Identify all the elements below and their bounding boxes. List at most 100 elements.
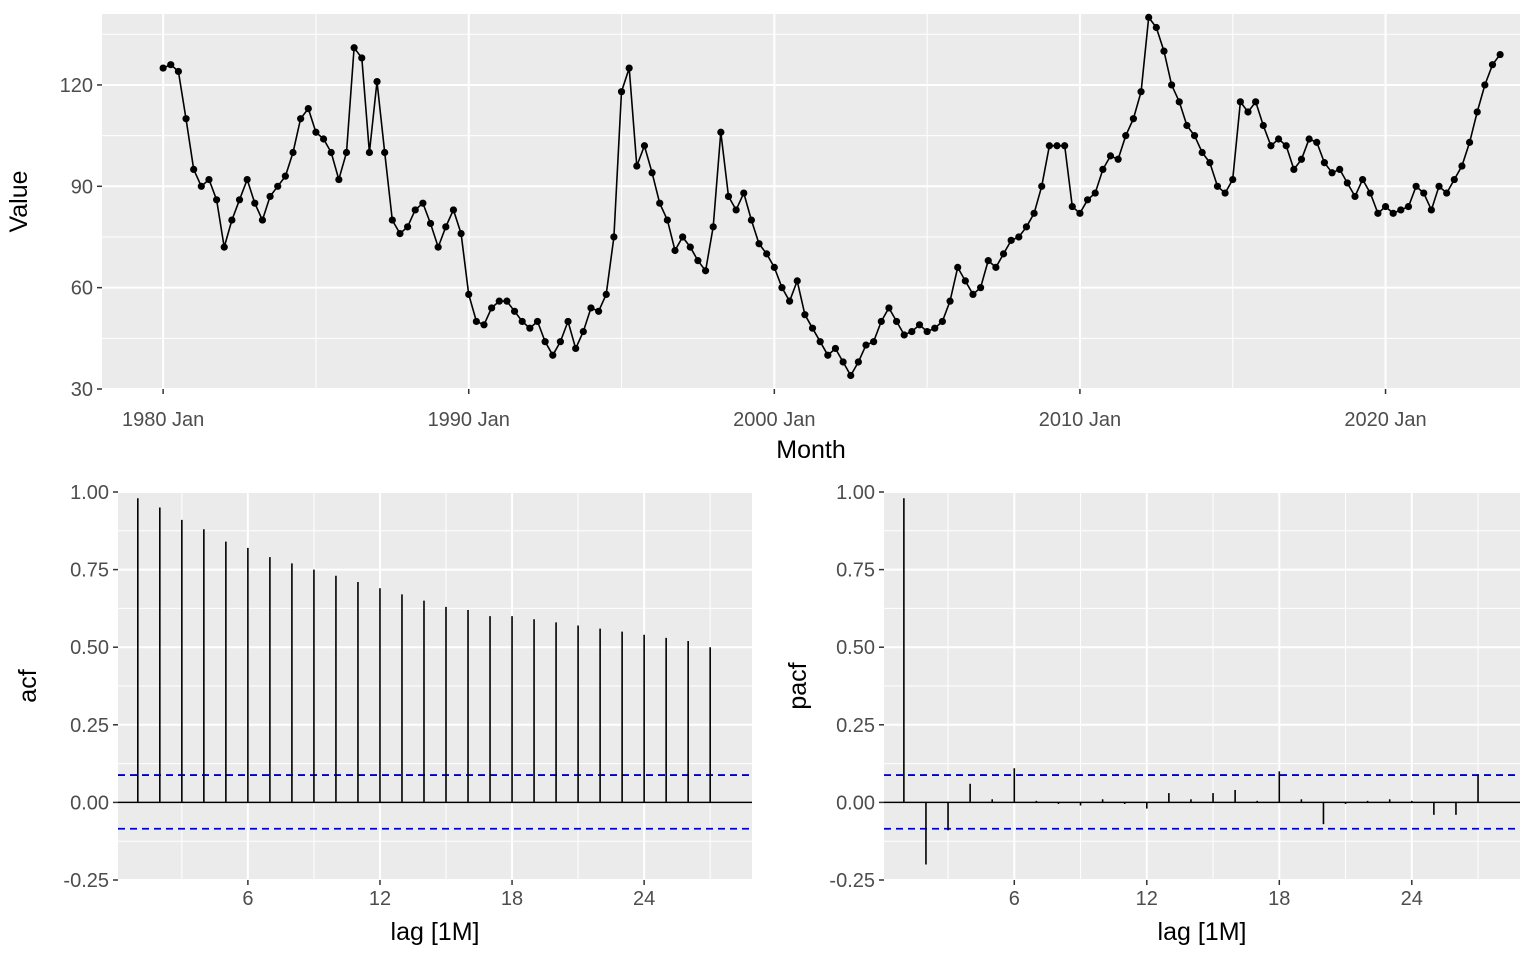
data-point bbox=[365, 148, 374, 157]
data-point bbox=[793, 277, 801, 285]
y-tick-label: 0.75 bbox=[836, 560, 875, 582]
data-point bbox=[732, 206, 740, 214]
data-point bbox=[786, 297, 794, 305]
minor-gridlines bbox=[102, 14, 1520, 389]
data-point bbox=[472, 317, 480, 326]
data-point bbox=[243, 175, 251, 184]
data-point bbox=[1359, 175, 1367, 184]
data-point bbox=[503, 297, 511, 305]
data-point bbox=[579, 327, 587, 336]
data-point bbox=[1168, 81, 1176, 89]
data-point bbox=[694, 257, 702, 265]
data-point bbox=[717, 128, 725, 136]
x-tick-label: 1990 Jan bbox=[428, 409, 510, 431]
data-point bbox=[220, 243, 228, 251]
data-point bbox=[1076, 209, 1084, 217]
data-point bbox=[404, 223, 412, 231]
data-point bbox=[1122, 132, 1130, 140]
data-point bbox=[1229, 175, 1237, 184]
y-tick-label: -0.25 bbox=[829, 870, 875, 892]
data-point bbox=[1236, 98, 1244, 106]
data-point bbox=[572, 344, 580, 353]
data-point bbox=[778, 284, 786, 292]
y-tick-label: -0.25 bbox=[63, 870, 109, 892]
data-point bbox=[1488, 61, 1497, 69]
data-point bbox=[1443, 189, 1451, 197]
data-point bbox=[350, 44, 358, 52]
data-point bbox=[617, 88, 626, 96]
tick-labels: 30 60 90 120 1980 Jan 1990 Jan 2000 Jan 2010 Ja… bbox=[60, 75, 1427, 431]
y-axis-title: acf bbox=[14, 669, 42, 702]
data-point bbox=[640, 142, 649, 150]
data-point bbox=[1366, 189, 1374, 197]
data-point bbox=[701, 267, 710, 275]
data-point bbox=[1244, 108, 1252, 116]
y-tick-label: 60 bbox=[71, 278, 93, 300]
data-point bbox=[480, 321, 488, 329]
data-point bbox=[1160, 47, 1168, 55]
data-point bbox=[1030, 209, 1038, 217]
x-tick-label: 18 bbox=[1268, 888, 1290, 910]
data-point bbox=[1404, 202, 1413, 211]
data-point bbox=[854, 358, 862, 366]
data-point bbox=[426, 219, 435, 228]
x-axis-title: Month bbox=[776, 436, 845, 464]
data-point bbox=[1099, 165, 1107, 174]
data-point bbox=[870, 338, 878, 346]
data-point bbox=[1427, 206, 1435, 214]
data-point bbox=[1450, 175, 1458, 184]
x-axis-title: lag [1M] bbox=[1158, 918, 1247, 946]
data-point bbox=[1022, 223, 1031, 231]
data-point bbox=[1259, 121, 1267, 130]
time-series-plot: 30 60 90 120 1980 Jan 1990 Jan 2000 Jan 2010 Ja… bbox=[5, 13, 1520, 464]
data-point bbox=[304, 104, 312, 113]
data-point bbox=[488, 304, 496, 312]
data-point bbox=[1183, 121, 1191, 130]
data-point bbox=[289, 148, 297, 157]
data-point bbox=[900, 331, 908, 339]
data-point bbox=[1351, 192, 1359, 201]
data-point bbox=[526, 324, 534, 332]
data-point bbox=[388, 216, 396, 224]
y-tick-label: 90 bbox=[71, 176, 93, 198]
tick-labels: -0.25 0.00 0.25 0.50 0.75 1.00 6 12 18 24 bbox=[829, 482, 1423, 910]
data-point bbox=[1038, 182, 1046, 190]
data-point bbox=[411, 206, 419, 214]
data-point bbox=[1320, 159, 1329, 167]
data-point bbox=[396, 229, 404, 238]
data-point bbox=[564, 317, 572, 326]
data-point bbox=[1458, 162, 1466, 170]
data-point bbox=[648, 169, 656, 177]
data-point bbox=[1152, 23, 1160, 32]
data-point bbox=[297, 115, 305, 123]
y-tick-label: 1.00 bbox=[836, 482, 875, 504]
data-point bbox=[1282, 142, 1290, 150]
data-point bbox=[831, 344, 840, 353]
data-point bbox=[656, 199, 664, 207]
x-tick-label: 12 bbox=[1136, 888, 1158, 910]
data-point bbox=[549, 351, 557, 359]
data-point bbox=[358, 54, 366, 62]
data-point bbox=[342, 148, 351, 157]
data-point bbox=[495, 297, 503, 305]
data-point bbox=[556, 338, 565, 346]
data-point bbox=[266, 192, 274, 201]
data-point bbox=[839, 358, 847, 366]
data-point bbox=[915, 321, 924, 329]
data-point bbox=[533, 317, 542, 326]
data-point bbox=[159, 64, 167, 72]
x-tick-label: 2010 Jan bbox=[1039, 409, 1121, 431]
x-tick-label: 24 bbox=[1401, 888, 1423, 910]
data-point bbox=[801, 311, 809, 319]
data-point bbox=[808, 324, 817, 332]
data-point bbox=[984, 257, 992, 265]
data-point bbox=[1206, 159, 1214, 167]
data-point bbox=[449, 206, 458, 214]
data-point bbox=[419, 199, 427, 207]
y-tick-label: 120 bbox=[60, 75, 93, 97]
y-tick-label: 30 bbox=[71, 379, 93, 401]
data-point bbox=[1137, 88, 1145, 96]
y-tick-label: 0.00 bbox=[836, 792, 875, 814]
data-point bbox=[1473, 108, 1481, 116]
